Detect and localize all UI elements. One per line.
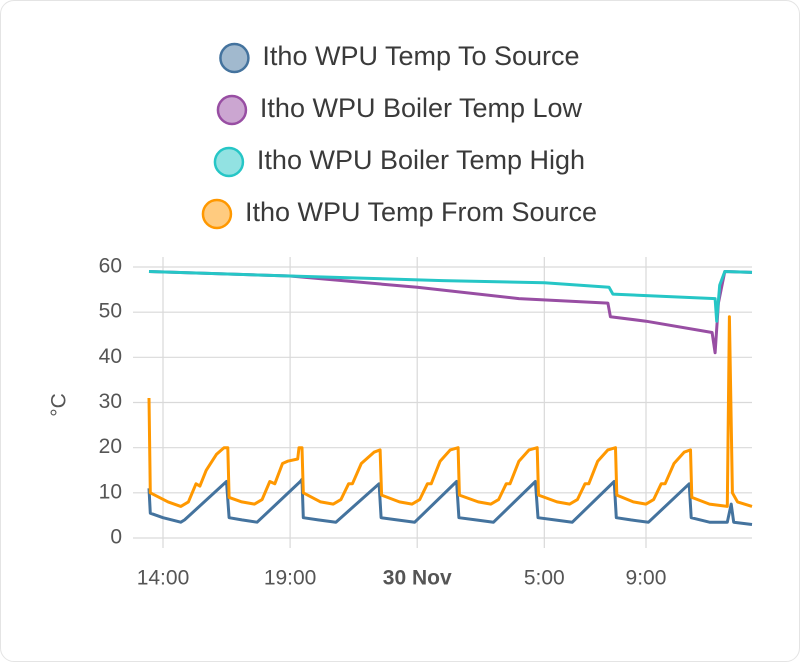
- y-tick-label: 60: [99, 255, 122, 278]
- y-tick-label: 10: [99, 480, 122, 503]
- series-line: [148, 270, 753, 323]
- legend-marker: [216, 94, 248, 126]
- y-tick-label: 0: [110, 526, 122, 549]
- x-tick-label: 30 Nov: [383, 567, 452, 590]
- x-tick-label: 9:00: [626, 567, 667, 590]
- series-line: [147, 477, 753, 526]
- y-axis-title: °C: [48, 393, 71, 417]
- series-line: [147, 315, 753, 508]
- legend-label: Itho WPU Temp From Source: [245, 197, 597, 227]
- x-tick-label: 14:00: [137, 567, 190, 590]
- x-tick-label: 19:00: [264, 567, 317, 590]
- y-tick-label: 30: [99, 390, 122, 413]
- legend-label: Itho WPU Boiler Temp Low: [260, 93, 583, 123]
- legend-marker: [213, 146, 245, 178]
- legend-label: Itho WPU Boiler Temp High: [257, 145, 585, 175]
- chart: °C 0 10 20 30 40 50 60 14:00 19:00 30 Nov 5:00 9:00…: [48, 41, 753, 590]
- legend-marker: [219, 42, 250, 74]
- x-tick-label: 5:00: [524, 567, 565, 590]
- legend-label: Itho WPU Temp To Source: [262, 41, 579, 71]
- y-tick-label: 20: [99, 435, 122, 458]
- y-tick-label: 40: [99, 345, 122, 368]
- legend-marker: [201, 198, 233, 230]
- y-tick-label: 50: [99, 300, 122, 323]
